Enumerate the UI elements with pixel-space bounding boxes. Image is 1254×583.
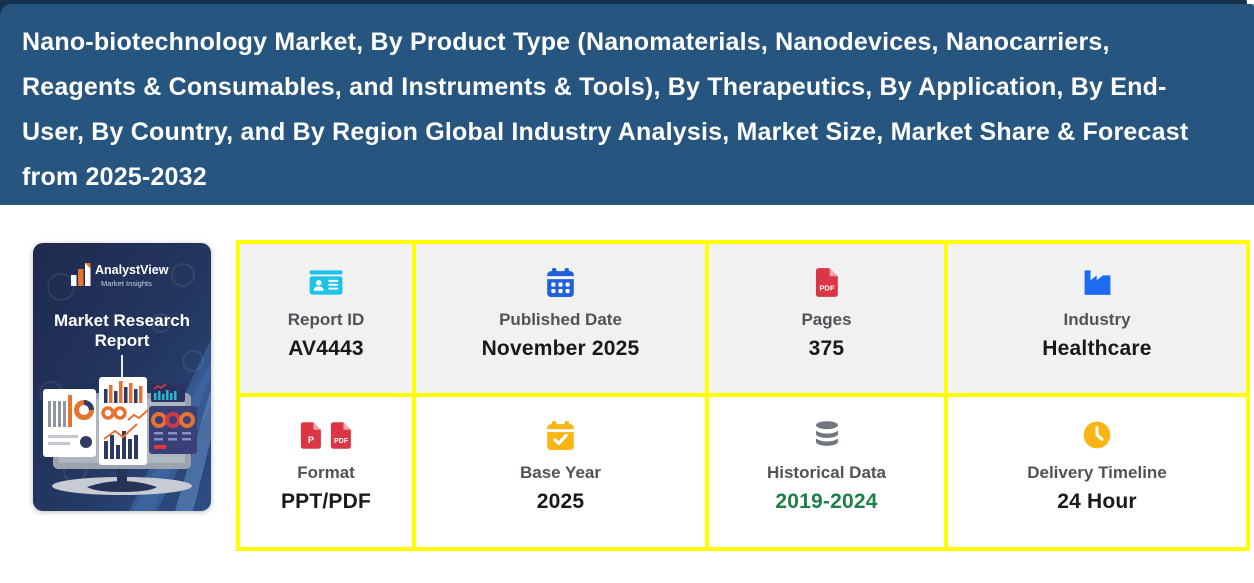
info-card-value: 2025 [536,490,585,513]
svg-text:PDF: PDF [334,437,349,444]
content-area: AnalystView Market Insights Market Resea… [0,205,1254,579]
monitor-illustration [43,377,197,495]
info-card-label: Published Date [499,310,622,329]
info-card-label: Historical Data [766,463,887,482]
info-card-label: Pages [801,310,852,329]
cover-title-line1: Market Research [54,311,190,330]
calendar-check-icon [547,419,574,451]
brand-name: AnalystView [95,263,169,277]
report-info-grid: Report ID AV4443 [236,240,1250,551]
industry-icon [1082,266,1113,298]
info-card-label: Base Year [520,463,601,482]
report-title: Nano-biotechnology Market, By Product Ty… [22,28,1189,191]
report-cover-thumbnail: AnalystView Market Insights Market Resea… [33,243,211,511]
pdf-file-icon: PDF [815,266,839,298]
info-card-historical-data: Historical Data 2019-2024 [709,397,944,547]
info-card-value: AV4443 [288,337,364,360]
info-card-label: Delivery Timeline [1027,463,1167,482]
info-card-published-date: Published Date November 2025 [416,244,705,393]
clock-icon [1083,419,1111,451]
brand-tagline: Market Insights [101,279,152,288]
info-card-label: Report ID [287,310,365,329]
info-card-pages: PDF Pages 375 [709,244,944,393]
info-card-report-id: Report ID AV4443 [240,244,412,393]
info-card-format: P PDF Format PPT/PDF [240,397,412,547]
info-card-value: 24 Hour [1057,490,1137,513]
ppt-file-icon: P [300,421,321,449]
info-card-value: PPT/PDF [280,490,372,513]
info-card-label: Industry [1063,310,1131,329]
logo-chart-glyph [71,263,91,286]
info-card-delivery-timeline: Delivery Timeline 24 Hour [948,397,1246,547]
calendar-icon [547,266,574,298]
svg-text:PDF: PDF [819,283,835,292]
page: Nano-biotechnology Market, By Product Ty… [0,4,1254,583]
report-cover-illustration: AnalystView Market Insights Market Resea… [33,243,211,511]
analystview-logo: AnalystView Market Insights [71,263,169,288]
header-banner: Nano-biotechnology Market, By Product Ty… [0,4,1254,205]
svg-text:P: P [308,434,314,444]
id-card-icon [309,266,343,298]
info-card-value: 2019-2024 [775,490,878,513]
info-card-value: November 2025 [481,337,640,360]
cover-title-line2: Report [95,331,150,350]
info-card-industry: Industry Healthcare [948,244,1246,393]
info-card-base-year: Base Year 2025 [416,397,705,547]
info-card-value: 375 [808,337,845,360]
database-icon [814,419,840,451]
info-card-value: Healthcare [1042,337,1152,360]
info-card-label: Format [297,463,355,482]
pdf-file-icon: PDF [330,421,351,449]
ppt-pdf-file-icons: P PDF [300,419,352,451]
